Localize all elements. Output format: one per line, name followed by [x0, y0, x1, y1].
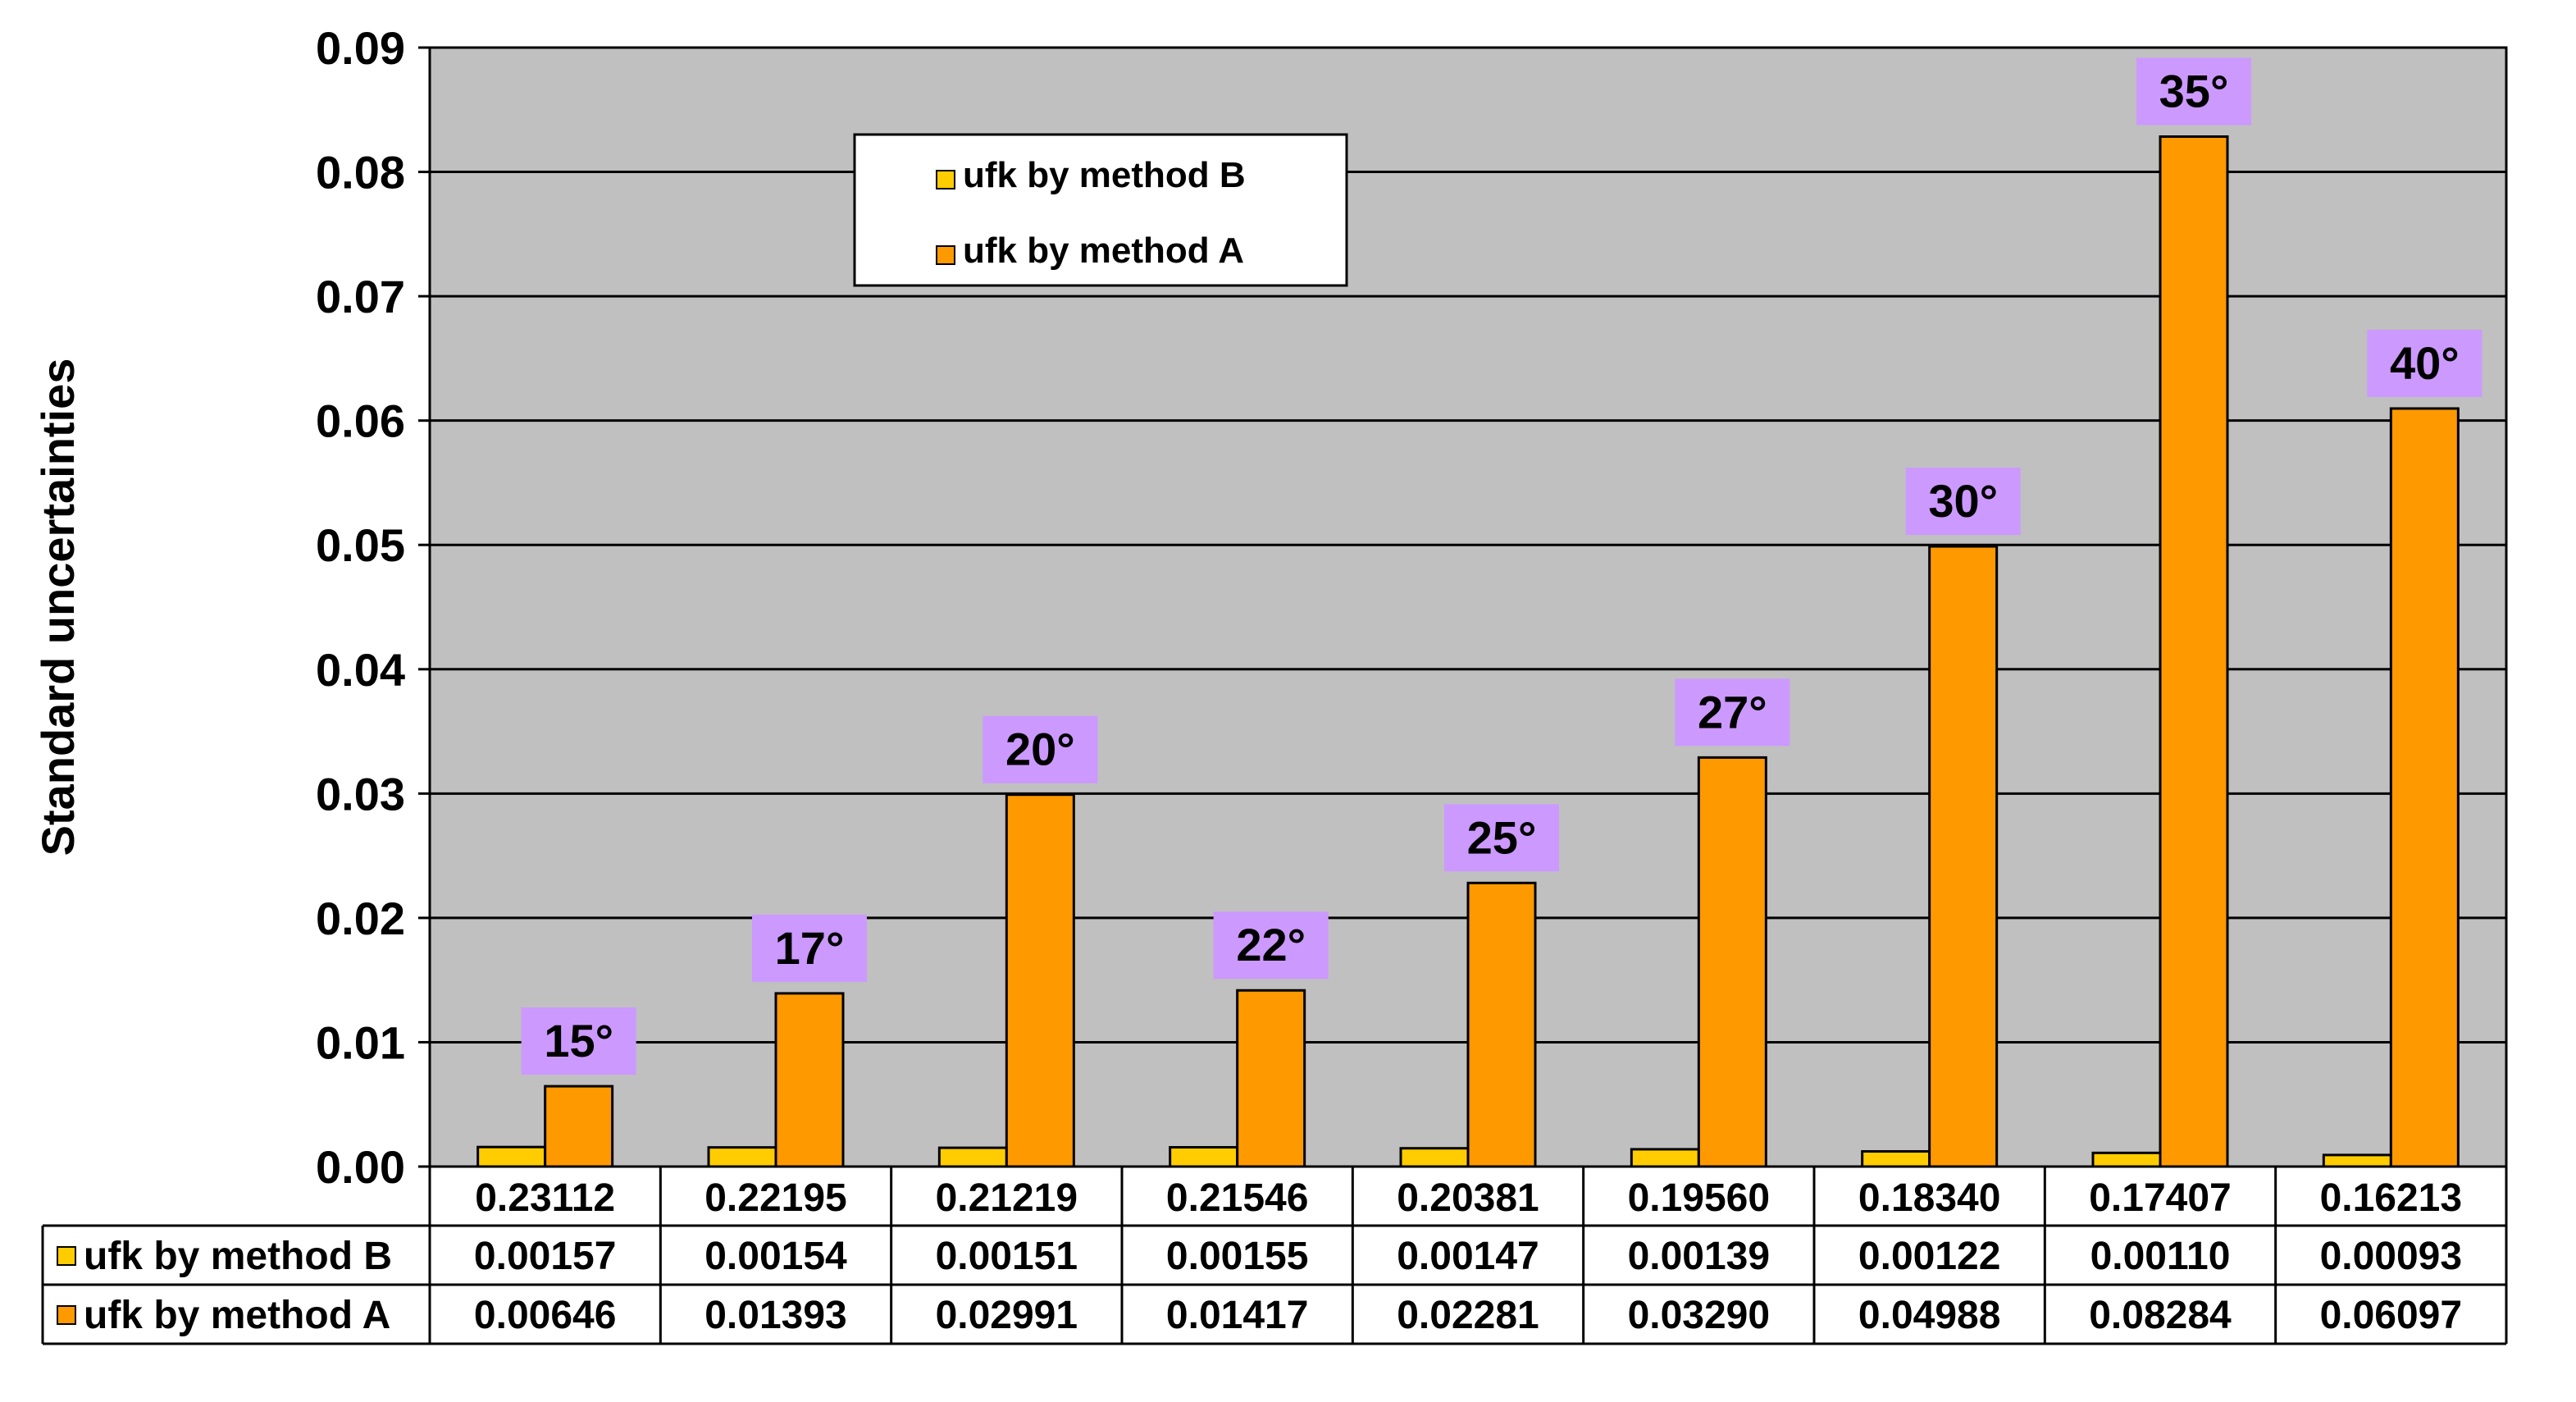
- table-value: 0.06097: [2320, 1294, 2463, 1337]
- y-axis-label: Standard uncertainties: [32, 358, 84, 856]
- bar-method-a: [1005, 793, 1075, 1168]
- table-row-swatch: [57, 1305, 76, 1325]
- bar-method-a: [774, 992, 845, 1168]
- table-value: 0.08284: [2089, 1294, 2232, 1337]
- annotation-box: [521, 1007, 636, 1075]
- legend: ufk by method B ufk by method A: [853, 133, 1348, 287]
- bar-method-a: [1697, 756, 1767, 1168]
- table-value: 0.00110: [2090, 1235, 2231, 1278]
- table-row-label: ufk by method A: [84, 1294, 390, 1337]
- bars: [476, 135, 2460, 1168]
- legend-swatch: [936, 170, 955, 190]
- table-value: 0.00155: [1166, 1235, 1309, 1278]
- y-tick-label: 0.06: [316, 395, 405, 447]
- bar-method-b: [1861, 1150, 1931, 1168]
- bar-method-a: [544, 1085, 614, 1168]
- annotation-box: [983, 715, 1098, 783]
- category-label: 0.19560: [1628, 1176, 1771, 1220]
- table-value: 0.00093: [2320, 1235, 2463, 1278]
- bar-method-b: [2091, 1151, 2162, 1168]
- table-row-swatch: [57, 1246, 76, 1266]
- annotation-box: [752, 914, 867, 982]
- annotation-box: [1444, 804, 1559, 872]
- y-tick-label: 0.09: [316, 22, 405, 74]
- table-value: 0.01393: [704, 1294, 847, 1337]
- angle-annotation-label: 15°: [544, 1015, 613, 1066]
- category-label: 0.23112: [475, 1176, 615, 1220]
- category-label: 0.22195: [704, 1176, 847, 1220]
- y-tick-label: 0.05: [316, 519, 405, 571]
- legend-entry: ufk by method A: [963, 231, 1244, 271]
- y-tick-label: 0.08: [316, 147, 405, 199]
- table-value: 0.00151: [936, 1235, 1078, 1278]
- table-value: 0.00147: [1397, 1235, 1539, 1278]
- category-label: 0.17407: [2089, 1176, 2232, 1220]
- category-label: 0.21546: [1166, 1176, 1309, 1220]
- bar-method-b: [476, 1145, 547, 1168]
- bar-method-b: [937, 1146, 1008, 1168]
- y-axis-ticks: 0.00 0.01 0.02 0.03 0.04 0.05 0.06 0.07 0.08 0.09: [316, 22, 430, 1193]
- table-value: 0.04988: [1858, 1294, 2001, 1337]
- bar-method-b: [1169, 1146, 1239, 1168]
- table-value: 0.00122: [1858, 1235, 2001, 1278]
- bar-method-a: [2159, 135, 2229, 1168]
- legend-swatch: [936, 245, 955, 265]
- angle-annotation-label: 20°: [1005, 724, 1075, 775]
- y-tick-label: 0.07: [316, 271, 405, 322]
- annotation-box: [1675, 678, 1790, 747]
- table-value: 0.02281: [1397, 1294, 1539, 1337]
- y-tick-label: 0.01: [316, 1016, 405, 1068]
- annotation-box: [2136, 57, 2251, 126]
- category-label: 0.21219: [936, 1176, 1078, 1220]
- bar-method-a: [1466, 881, 1537, 1168]
- table-value: 0.00139: [1628, 1235, 1771, 1278]
- table-value: 0.01417: [1166, 1294, 1309, 1337]
- y-tick-label: 0.00: [316, 1141, 405, 1193]
- angle-annotation-label: 40°: [2390, 337, 2460, 389]
- annotation-box: [1905, 468, 2021, 536]
- angle-annotation-label: 27°: [1698, 686, 1767, 738]
- bar-method-b: [707, 1146, 777, 1168]
- angle-annotation-label: 17°: [775, 922, 845, 974]
- legend-entry: ufk by method B: [963, 155, 1246, 195]
- y-tick-label: 0.02: [316, 893, 405, 944]
- category-label: 0.20381: [1397, 1176, 1539, 1220]
- data-table: 0.23112 0.22195 0.21219 0.21546 0.20381 0.195…: [41, 1167, 2508, 1345]
- category-label: 0.18340: [1858, 1176, 2001, 1220]
- table-value: 0.00157: [474, 1235, 617, 1278]
- table-value: 0.03290: [1628, 1294, 1771, 1337]
- bar-method-b: [1399, 1147, 1470, 1168]
- y-tick-label: 0.04: [316, 644, 405, 696]
- table-value: 0.00154: [704, 1235, 847, 1278]
- angle-annotation-label: 35°: [2159, 66, 2229, 117]
- y-tick-label: 0.03: [316, 768, 405, 820]
- annotation-box: [1213, 911, 1329, 980]
- table-value: 0.02991: [936, 1294, 1078, 1337]
- angle-annotation-label: 30°: [1928, 475, 1998, 527]
- bar-method-a: [1236, 989, 1306, 1168]
- bar-method-a: [2389, 407, 2460, 1168]
- annotation-box: [2367, 329, 2483, 397]
- category-label: 0.16213: [2320, 1176, 2463, 1220]
- bar-method-b: [1630, 1148, 1700, 1168]
- table-value: 0.00646: [474, 1294, 617, 1337]
- table-row-label: ufk by method B: [84, 1235, 392, 1278]
- angle-annotations: 15° 17° 20° 22° 25° 27° 30° 35° 40°: [521, 57, 2483, 1075]
- bar-method-b: [2322, 1153, 2392, 1168]
- angle-annotation-label: 22°: [1236, 919, 1306, 970]
- angle-annotation-label: 25°: [1467, 811, 1537, 863]
- bar-method-a: [1928, 545, 1999, 1168]
